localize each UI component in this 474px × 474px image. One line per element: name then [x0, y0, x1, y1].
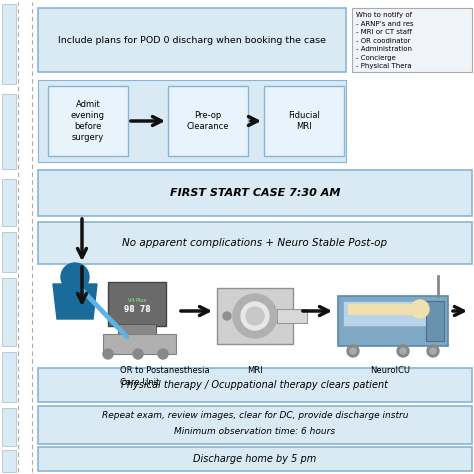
Bar — [38, 406, 472, 444]
Bar — [2, 232, 16, 272]
Bar — [338, 296, 448, 346]
Text: Include plans for POD 0 discharg when booking the case: Include plans for POD 0 discharg when bo… — [58, 36, 326, 45]
Bar — [118, 324, 156, 334]
Text: Vit Plus: Vit Plus — [128, 298, 146, 302]
Bar — [103, 334, 176, 354]
Circle shape — [411, 300, 429, 318]
Circle shape — [350, 348, 356, 354]
Bar — [217, 288, 293, 344]
Bar — [168, 86, 248, 156]
Bar — [48, 86, 128, 156]
Bar — [2, 4, 16, 84]
Circle shape — [427, 345, 439, 357]
Text: Pre-op
Clearance: Pre-op Clearance — [187, 111, 229, 131]
Circle shape — [400, 348, 406, 354]
Text: Discharge home by 5 pm: Discharge home by 5 pm — [193, 454, 317, 464]
Text: Repeat exam, review images, clear for DC, provide discharge instru: Repeat exam, review images, clear for DC… — [102, 411, 408, 420]
Bar — [108, 282, 166, 326]
Bar — [2, 179, 16, 226]
Circle shape — [61, 263, 89, 291]
Bar — [38, 447, 472, 471]
Bar — [38, 80, 346, 162]
Circle shape — [246, 307, 264, 325]
Circle shape — [133, 349, 143, 359]
Circle shape — [223, 312, 231, 320]
Text: Admit
evening
before
surgery: Admit evening before surgery — [71, 100, 105, 142]
Text: Fiducial
MRI: Fiducial MRI — [288, 111, 320, 131]
Bar — [2, 352, 16, 402]
Circle shape — [233, 294, 277, 338]
Circle shape — [241, 302, 269, 330]
Bar — [38, 8, 346, 72]
Text: Minimum observation time: 6 hours: Minimum observation time: 6 hours — [174, 428, 336, 437]
Text: No apparent complications + Neuro Stable Post-op: No apparent complications + Neuro Stable… — [122, 238, 388, 248]
Polygon shape — [348, 304, 418, 314]
Bar — [277, 309, 307, 323]
Bar — [264, 86, 344, 156]
Text: NeuroICU: NeuroICU — [370, 366, 410, 375]
Text: Physical therapy / Ocuppational therapy clears patient: Physical therapy / Ocuppational therapy … — [121, 380, 389, 390]
Circle shape — [430, 348, 436, 354]
Bar — [2, 278, 16, 346]
Bar — [38, 368, 472, 402]
Bar — [38, 170, 472, 216]
Circle shape — [347, 345, 359, 357]
Bar — [343, 301, 428, 326]
Polygon shape — [53, 284, 97, 319]
Bar — [38, 222, 472, 264]
Text: 98  78: 98 78 — [124, 306, 150, 315]
Bar — [2, 94, 16, 169]
Circle shape — [103, 349, 113, 359]
Bar — [426, 301, 444, 341]
Text: MRI: MRI — [247, 366, 263, 375]
Bar — [2, 450, 16, 472]
Text: FIRST START CASE 7:30 AM: FIRST START CASE 7:30 AM — [170, 188, 340, 198]
Circle shape — [158, 349, 168, 359]
Text: Who to notify of
- ARNP’s and res
- MRI or CT staff
- OR coodinator
- Administra: Who to notify of - ARNP’s and res - MRI … — [356, 12, 414, 69]
Circle shape — [397, 345, 409, 357]
Bar — [2, 408, 16, 446]
Bar — [352, 8, 472, 72]
Text: OR to Postanesthesia
Care Unit: OR to Postanesthesia Care Unit — [120, 366, 210, 387]
